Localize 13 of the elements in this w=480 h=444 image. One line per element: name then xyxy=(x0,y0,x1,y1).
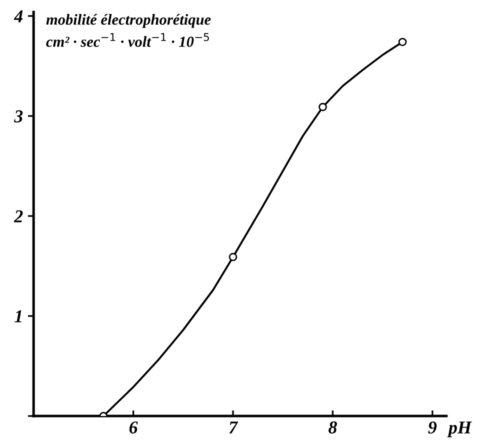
x-tick-label: 8 xyxy=(328,421,337,434)
x-axis-title: pH xyxy=(447,422,472,438)
y-tick-label: 2 xyxy=(14,210,23,222)
y-tick-label: 4 xyxy=(14,10,23,22)
point xyxy=(398,38,407,46)
x-tick-label: 9 xyxy=(428,421,437,434)
x-tick-label: 7 xyxy=(229,422,238,434)
y-tick-label: 1 xyxy=(14,310,22,322)
point xyxy=(228,252,238,262)
point xyxy=(318,102,327,112)
y-tick-label: 3 xyxy=(14,110,23,122)
y-axis-title: mobilité électrophorétique cm² · sec$^{−1}$ · volt$^{−1}$ · 10$^{−5}$ xyxy=(46,14,211,47)
x-tick-label: 6 xyxy=(129,421,138,434)
